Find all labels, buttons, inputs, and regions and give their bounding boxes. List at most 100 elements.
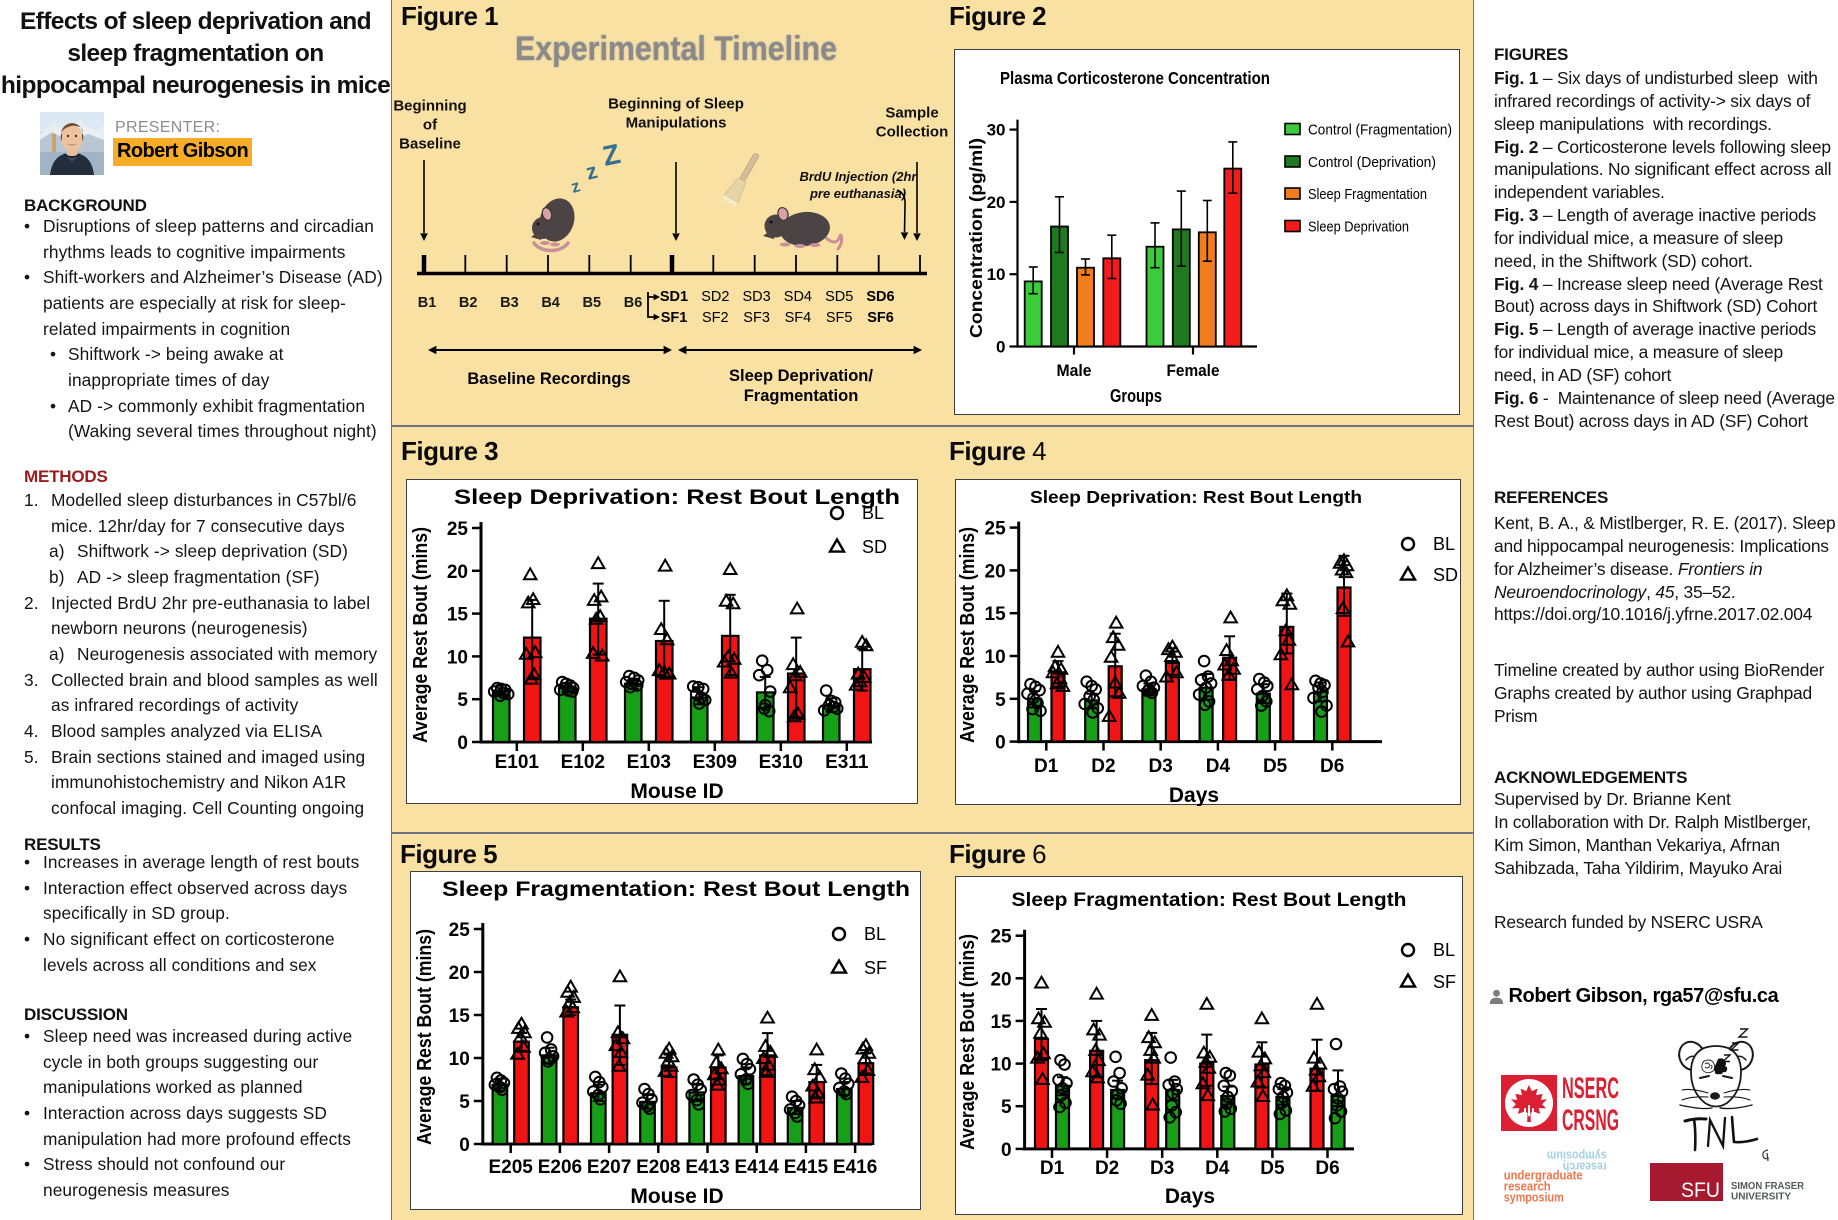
svg-text:D6: D6 — [1320, 756, 1344, 777]
svg-text:symposium: symposium — [1504, 1190, 1564, 1205]
svg-text:E103: E103 — [627, 752, 671, 773]
svg-text:5: 5 — [1001, 1097, 1012, 1118]
svg-text:10: 10 — [990, 1055, 1011, 1076]
svg-text:undergraduate: undergraduate — [1504, 1168, 1583, 1183]
svg-text:SFU: SFU — [1681, 1179, 1720, 1202]
svg-text:B3: B3 — [500, 295, 519, 311]
svg-text:25: 25 — [447, 519, 469, 540]
svg-text:SF: SF — [864, 958, 887, 978]
svg-text:30: 30 — [987, 121, 1006, 140]
svg-text:research: research — [1504, 1179, 1551, 1194]
svg-text:Days: Days — [1169, 784, 1219, 806]
svg-text:0: 0 — [459, 1135, 470, 1156]
svg-text:SD: SD — [1433, 565, 1458, 585]
svg-text:E101: E101 — [495, 752, 540, 773]
svg-text:25: 25 — [985, 519, 1007, 540]
svg-text:SIMON FRASER: SIMON FRASER — [1731, 1180, 1804, 1192]
svg-text:E414: E414 — [735, 1157, 780, 1178]
svg-text:0: 0 — [996, 338, 1005, 357]
svg-text:Mouse ID: Mouse ID — [630, 780, 723, 803]
svg-text:of: of — [423, 117, 438, 134]
svg-text:20: 20 — [990, 969, 1011, 990]
svg-text:SD1: SD1 — [660, 289, 688, 305]
svg-text:BL: BL — [864, 924, 886, 944]
svg-text:Control (Fragmentation): Control (Fragmentation) — [1308, 122, 1452, 139]
svg-text:Sleep Fragmentation: Rest Bout: Sleep Fragmentation: Rest Bout Length — [442, 878, 910, 901]
svg-text:BL: BL — [1433, 534, 1455, 554]
svg-text:Experimental Timeline: Experimental Timeline — [515, 30, 837, 68]
svg-text:E206: E206 — [538, 1157, 582, 1178]
svg-text:Days: Days — [1165, 1185, 1215, 1208]
svg-text:D2: D2 — [1095, 1158, 1119, 1179]
svg-text:E413: E413 — [685, 1157, 729, 1178]
svg-text:D1: D1 — [1034, 756, 1059, 777]
svg-text:BL: BL — [862, 503, 884, 523]
svg-text:20: 20 — [987, 193, 1006, 212]
svg-text:25: 25 — [449, 920, 471, 941]
svg-text:Male: Male — [1057, 361, 1092, 380]
svg-text:20: 20 — [449, 963, 470, 984]
svg-text:Sleep Fragmentation: Rest Bout: Sleep Fragmentation: Rest Bout Length — [1012, 890, 1407, 911]
svg-text:z: z — [569, 176, 582, 197]
svg-text:E415: E415 — [784, 1157, 829, 1178]
svg-text:SF6: SF6 — [867, 310, 894, 326]
svg-text:E310: E310 — [759, 752, 803, 773]
svg-text:10: 10 — [449, 1049, 470, 1070]
svg-text:CRSNG: CRSNG — [1562, 1104, 1619, 1137]
svg-text:Collection: Collection — [876, 124, 949, 141]
svg-text:Average Rest Bout (mins): Average Rest Bout (mins) — [957, 934, 979, 1150]
svg-text:25: 25 — [990, 927, 1012, 948]
svg-text:Average Rest Bout (mins): Average Rest Bout (mins) — [414, 929, 436, 1145]
svg-text:D5: D5 — [1260, 1158, 1285, 1179]
svg-text:B2: B2 — [459, 295, 478, 311]
svg-text:SD4: SD4 — [784, 289, 812, 305]
svg-text:E311: E311 — [825, 752, 869, 773]
svg-text:D4: D4 — [1206, 756, 1231, 777]
svg-text:UNIVERSITY: UNIVERSITY — [1731, 1191, 1791, 1203]
svg-text:SF1: SF1 — [661, 310, 688, 326]
svg-text:Fragmentation: Fragmentation — [744, 387, 859, 405]
svg-text:SF3: SF3 — [743, 310, 770, 326]
svg-text:0: 0 — [995, 733, 1006, 754]
svg-text:Female: Female — [1167, 361, 1220, 380]
svg-text:Mouse ID: Mouse ID — [630, 1185, 723, 1208]
svg-text:15: 15 — [990, 1012, 1012, 1033]
svg-text:15: 15 — [449, 1006, 471, 1027]
svg-text:10: 10 — [985, 647, 1006, 668]
svg-text:Concentration (pg/ml): Concentration (pg/ml) — [966, 138, 986, 338]
svg-text:symposium: symposium — [1547, 1149, 1607, 1164]
svg-text:0: 0 — [1001, 1140, 1012, 1161]
svg-text:Groups: Groups — [1110, 386, 1162, 406]
svg-text:Manipulations: Manipulations — [626, 115, 727, 132]
svg-text:E208: E208 — [636, 1157, 680, 1178]
svg-text:10: 10 — [447, 647, 468, 668]
svg-text:B4: B4 — [541, 295, 560, 311]
svg-text:20: 20 — [447, 562, 468, 583]
svg-text:D5: D5 — [1263, 756, 1288, 777]
svg-text:D6: D6 — [1315, 1158, 1339, 1179]
svg-text:SD3: SD3 — [742, 289, 770, 305]
svg-text:pre euthanasia): pre euthanasia) — [809, 186, 906, 201]
svg-text:SD2: SD2 — [701, 289, 729, 305]
svg-text:Sample: Sample — [885, 105, 938, 122]
svg-text:Baseline: Baseline — [399, 136, 461, 153]
svg-text:5: 5 — [457, 690, 468, 711]
svg-text:E205: E205 — [489, 1157, 534, 1178]
svg-text:BL: BL — [1433, 940, 1455, 960]
svg-text:BrdU Injection (2hr: BrdU Injection (2hr — [799, 169, 917, 184]
svg-text:SF2: SF2 — [702, 310, 729, 326]
svg-text:E207: E207 — [587, 1157, 631, 1178]
svg-text:SD6: SD6 — [866, 289, 894, 305]
svg-text:Sleep Deprivation: Rest Bout L: Sleep Deprivation: Rest Bout Length — [454, 486, 900, 509]
svg-text:D2: D2 — [1091, 756, 1115, 777]
svg-text:Sleep Fragmentation: Sleep Fragmentation — [1308, 186, 1427, 203]
svg-text:D3: D3 — [1150, 1158, 1174, 1179]
svg-text:Sleep Deprivation: Rest Bout L: Sleep Deprivation: Rest Bout Length — [1030, 487, 1362, 507]
svg-text:Beginning: Beginning — [393, 98, 466, 115]
svg-text:SD5: SD5 — [825, 289, 853, 305]
svg-text:5: 5 — [995, 690, 1006, 711]
svg-text:SF5: SF5 — [826, 310, 853, 326]
svg-text:SF: SF — [1433, 972, 1456, 992]
svg-text:D4: D4 — [1205, 1158, 1230, 1179]
svg-text:15: 15 — [447, 605, 469, 626]
